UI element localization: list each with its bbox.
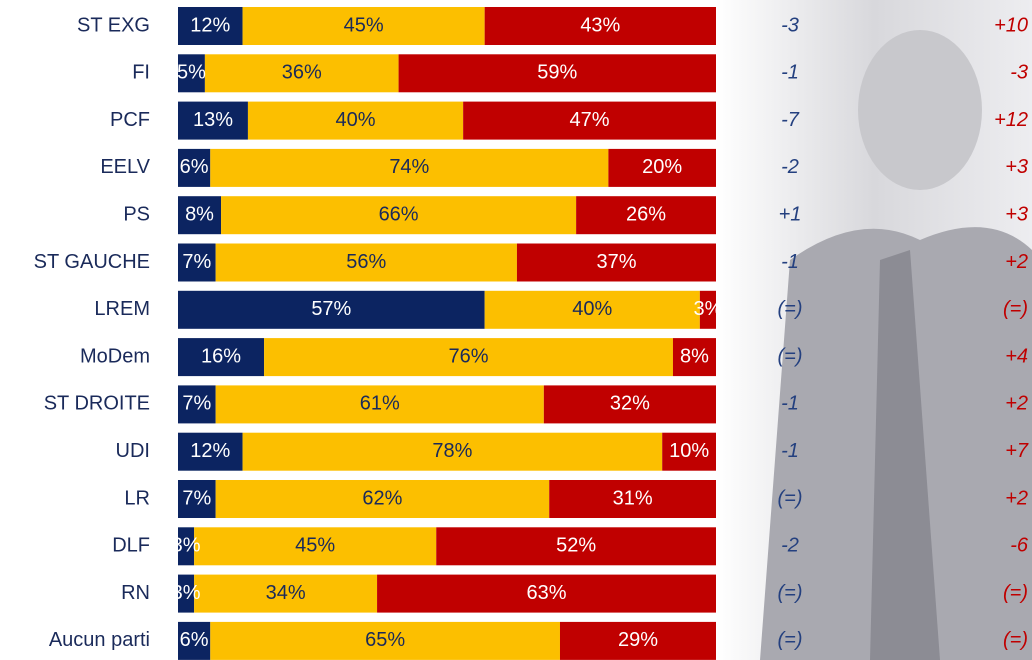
value-label: 20% (642, 156, 682, 178)
page: ST EXG 12% 45% 43% -3 +10 FI 5% 36% 59% -1 -3 PCF 13%… (0, 0, 1032, 660)
category-label: ST DROITE (44, 393, 150, 415)
category-label: FI (132, 62, 150, 84)
change-label: +3 (1005, 203, 1028, 225)
value-label: 61% (360, 393, 400, 415)
value-label: 57% (311, 298, 351, 320)
change-label: -3 (1010, 62, 1028, 84)
change-label: +12 (994, 109, 1028, 131)
change-label: (=) (778, 345, 803, 367)
value-label: 3% (693, 298, 722, 320)
change-label: -2 (781, 535, 799, 557)
category-label: UDI (116, 440, 150, 462)
value-label: 29% (618, 629, 658, 651)
change-label: -2 (781, 156, 799, 178)
photo-head (858, 30, 982, 190)
category-label: DLF (112, 535, 150, 557)
category-label: PCF (110, 109, 150, 131)
category-label: PS (123, 203, 150, 225)
value-label: 34% (266, 582, 306, 604)
value-label: 52% (556, 535, 596, 557)
value-label: 5% (177, 62, 206, 84)
change-label: -1 (781, 62, 799, 84)
value-label: 16% (201, 345, 241, 367)
value-label: 32% (610, 393, 650, 415)
category-label: LR (124, 487, 150, 509)
value-label: 37% (596, 251, 636, 273)
value-label: 40% (572, 298, 612, 320)
value-label: 31% (613, 487, 653, 509)
change-label: (=) (1003, 298, 1028, 320)
change-label: +1 (779, 203, 802, 225)
value-label: 8% (680, 345, 709, 367)
change-label: +4 (1005, 345, 1028, 367)
change-label: -3 (781, 14, 799, 36)
change-label: (=) (778, 629, 803, 651)
value-label: 56% (346, 251, 386, 273)
category-label: ST EXG (77, 14, 150, 36)
value-label: 7% (182, 487, 211, 509)
category-label: LREM (94, 298, 150, 320)
change-label: (=) (778, 298, 803, 320)
value-label: 12% (190, 440, 230, 462)
value-label: 45% (295, 535, 335, 557)
value-label: 6% (180, 156, 209, 178)
category-label: RN (121, 582, 150, 604)
value-label: 6% (180, 629, 209, 651)
value-label: 26% (626, 203, 666, 225)
change-label: (=) (778, 487, 803, 509)
value-label: 74% (389, 156, 429, 178)
value-label: 62% (362, 487, 402, 509)
value-label: 78% (432, 440, 472, 462)
change-label: (=) (1003, 582, 1028, 604)
value-label: 76% (449, 345, 489, 367)
value-label: 45% (344, 14, 384, 36)
category-label: ST GAUCHE (34, 251, 150, 273)
value-label: 66% (379, 203, 419, 225)
change-label: +2 (1005, 393, 1028, 415)
change-label: (=) (1003, 629, 1028, 651)
value-label: 3% (172, 535, 201, 557)
chart: ST EXG 12% 45% 43% -3 +10 FI 5% 36% 59% -1 -3 PCF 13%… (0, 0, 1032, 660)
value-label: 10% (669, 440, 709, 462)
value-label: 43% (580, 14, 620, 36)
change-label: +10 (994, 14, 1028, 36)
change-label: -6 (1010, 535, 1029, 557)
change-label: (=) (778, 582, 803, 604)
change-label: +2 (1005, 251, 1028, 273)
value-label: 59% (537, 62, 577, 84)
value-label: 65% (365, 629, 405, 651)
value-label: 7% (182, 393, 211, 415)
change-label: -7 (781, 109, 800, 131)
change-label: -1 (781, 251, 799, 273)
change-label: -1 (781, 440, 799, 462)
change-label: +2 (1005, 487, 1028, 509)
value-label: 40% (336, 109, 376, 131)
value-label: 47% (570, 109, 610, 131)
change-label: -1 (781, 393, 799, 415)
value-label: 12% (190, 14, 230, 36)
value-label: 7% (182, 251, 211, 273)
category-label: EELV (100, 156, 150, 178)
change-label: +3 (1005, 156, 1028, 178)
change-label: +7 (1005, 440, 1029, 462)
value-label: 63% (527, 582, 567, 604)
value-label: 3% (172, 582, 201, 604)
value-label: 13% (193, 109, 233, 131)
category-label: Aucun parti (49, 629, 150, 651)
value-label: 8% (185, 203, 214, 225)
value-label: 36% (282, 62, 322, 84)
category-label: MoDem (80, 345, 150, 367)
